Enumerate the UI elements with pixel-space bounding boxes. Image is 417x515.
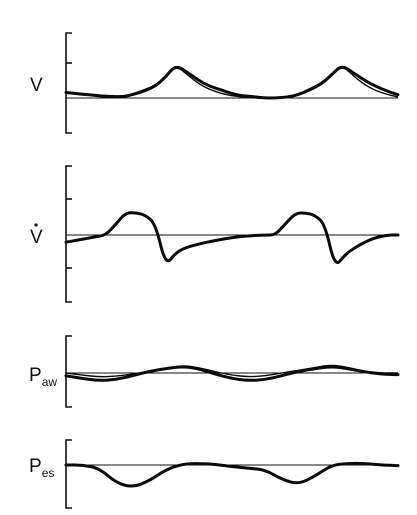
panel-flow-axis bbox=[65, 165, 72, 303]
panel-paw-axis bbox=[65, 335, 72, 408]
panel-pes: Pes bbox=[29, 439, 400, 509]
panel-volume-axis bbox=[65, 32, 72, 134]
panel-paw-trace-secondary bbox=[65, 364, 398, 378]
panel-volume: V bbox=[30, 32, 400, 134]
panel-paw: Paw bbox=[29, 335, 400, 408]
panel-pes-axis bbox=[65, 439, 72, 509]
panel-pes-trace bbox=[64, 461, 400, 488]
panel-flow-label: V bbox=[30, 227, 43, 248]
panel-flow: V bbox=[30, 165, 400, 303]
panel-volume-label: V bbox=[30, 75, 43, 96]
panel-flow-trace bbox=[64, 211, 400, 265]
panel-pes-label: Pes bbox=[29, 456, 54, 480]
panel-flow-label-dot bbox=[34, 223, 38, 227]
panel-paw-trace bbox=[64, 365, 400, 382]
panel-paw-label: Paw bbox=[29, 365, 57, 389]
panel-volume-trace-secondary bbox=[65, 67, 399, 99]
